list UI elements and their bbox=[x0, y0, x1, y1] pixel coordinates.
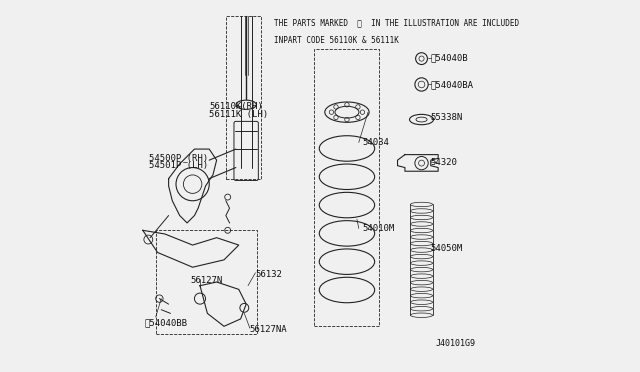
Text: 56110K(RH): 56110K(RH) bbox=[209, 102, 263, 111]
Text: THE PARTS MARKED  ※  IN THE ILLUSTRATION ARE INCLUDED: THE PARTS MARKED ※ IN THE ILLUSTRATION A… bbox=[274, 18, 519, 27]
Text: ※54040BA: ※54040BA bbox=[431, 80, 474, 89]
Text: 54320: 54320 bbox=[431, 157, 458, 167]
Text: 56111K (LH): 56111K (LH) bbox=[209, 109, 268, 119]
Text: 55338N: 55338N bbox=[431, 113, 463, 122]
Text: J40101G9: J40101G9 bbox=[435, 340, 475, 349]
Bar bbox=[156, 230, 257, 334]
Text: 54501P (LH): 54501P (LH) bbox=[149, 161, 209, 170]
Text: 56127NA: 56127NA bbox=[250, 326, 287, 334]
Bar bbox=[226, 16, 261, 179]
Text: 54034: 54034 bbox=[362, 138, 389, 147]
Text: ※54040B: ※54040B bbox=[431, 53, 468, 62]
Bar bbox=[314, 49, 379, 326]
Text: 54500P (RH): 54500P (RH) bbox=[149, 154, 209, 163]
Text: INPART CODE 56110K & 56111K: INPART CODE 56110K & 56111K bbox=[274, 36, 399, 45]
Text: ※54040BB: ※54040BB bbox=[145, 318, 188, 327]
Text: 56132: 56132 bbox=[255, 270, 282, 279]
Text: 56127N: 56127N bbox=[190, 276, 222, 285]
Text: 54010M: 54010M bbox=[362, 224, 395, 233]
Text: 54050M: 54050M bbox=[431, 244, 463, 253]
